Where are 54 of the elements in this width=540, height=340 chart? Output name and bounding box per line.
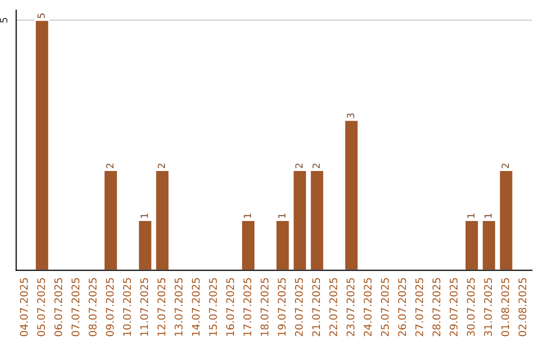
x-tick-label: 20.07.2025 [294, 278, 303, 336]
x-tick-label: 18.07.2025 [260, 278, 268, 336]
data-label: 2 [295, 164, 303, 168]
x-tick-label: 17.07.2025 [243, 278, 252, 336]
x-tick-label: 07.07.2025 [72, 278, 80, 336]
x-tick-label: 28.07.2025 [432, 278, 440, 336]
x-tick-label: 10.07.2025 [123, 278, 131, 336]
data-label: 2 [502, 164, 509, 168]
x-tick-label: 11.07.2025 [140, 278, 148, 336]
bar [275, 220, 290, 270]
bar [498, 170, 514, 270]
bar [464, 220, 480, 270]
x-tick-label: 15.07.2025 [209, 278, 217, 336]
x-tick-label: 27.07.2025 [415, 278, 424, 336]
x-tick-label: 02.08.2025 [518, 278, 526, 336]
x-tick-label: 25.07.2025 [380, 278, 389, 336]
x-tick-label: 06.07.2025 [54, 278, 62, 336]
bar [34, 20, 50, 270]
x-tick-label: 31.07.2025 [484, 278, 492, 336]
x-tick-label: 22.07.2025 [329, 278, 338, 336]
x-tick-label: 12.07.2025 [157, 278, 166, 336]
x-tick-label: 24.07.2025 [364, 278, 372, 336]
x-tick-label: 23.07.2025 [346, 278, 354, 336]
x-tick-label: 29.07.2025 [450, 278, 458, 336]
x-tick-label: 04.07.2025 [20, 278, 28, 336]
data-label: 2 [312, 164, 320, 168]
bar [138, 220, 153, 270]
x-tick-label: 05.07.2025 [37, 278, 46, 336]
bar [344, 120, 359, 270]
data-label: 3 [346, 113, 354, 118]
x-tick-label: 01.08.2025 [501, 278, 510, 336]
x-tick-label: 21.07.2025 [312, 278, 320, 336]
data-label: 1 [467, 214, 474, 218]
x-tick-label: 13.07.2025 [174, 278, 183, 336]
bar [292, 170, 308, 270]
data-label: 2 [158, 164, 165, 168]
bar [240, 220, 256, 270]
bar [103, 170, 118, 270]
data-label: 2 [106, 164, 114, 168]
data-label: 1 [244, 214, 251, 218]
x-tick-label: 14.07.2025 [192, 278, 200, 336]
x-tick-label: 26.07.2025 [398, 278, 406, 336]
x-tick-label: 30.07.2025 [466, 278, 475, 336]
x-tick-label: 16.07.2025 [226, 278, 234, 336]
data-label: 1 [484, 214, 492, 218]
data-label: 1 [140, 214, 148, 218]
bar [309, 170, 325, 270]
x-tick-label: 19.07.2025 [278, 278, 286, 336]
x-tick-label: 08.07.2025 [88, 278, 97, 336]
x-tick-label: 09.07.2025 [106, 278, 114, 336]
data-label: 5 [38, 13, 45, 18]
bar [154, 170, 170, 270]
data-label: 1 [278, 214, 286, 218]
bar [481, 220, 496, 270]
